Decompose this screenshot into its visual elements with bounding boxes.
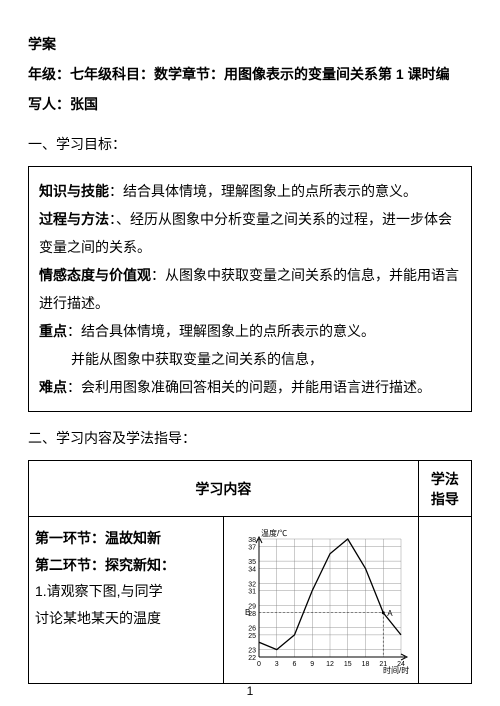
knowledge-text: ：结合具体情境，理解图象上的点所表示的意义。: [109, 183, 417, 199]
diff-label: 难点: [39, 379, 67, 395]
step1-label: 第一环节：温故知新: [35, 530, 161, 546]
doc-title: 学案: [28, 30, 472, 58]
objective-emotion: 情感态度与价值观：从图象中获取变量之间关系的信息，并能用语言进行描述。: [39, 261, 461, 317]
objective-knowledge: 知识与技能：结合具体情境，理解图象上的点所表示的意义。: [39, 177, 461, 205]
svg-text:22: 22: [248, 655, 256, 662]
key-text: ：结合具体情境，理解图象上的点所表示的意义。: [67, 323, 375, 339]
svg-text:34: 34: [248, 567, 256, 574]
svg-text:37: 37: [248, 544, 256, 551]
doc-meta: 年级：七年级科目：数学章节：用图像表示的变量间关系第 1 课时编: [28, 60, 472, 88]
svg-text:35: 35: [248, 559, 256, 566]
svg-text:6: 6: [292, 661, 296, 668]
svg-text:12: 12: [326, 661, 334, 668]
step2-label: 第二环节：探究新知：: [35, 557, 175, 573]
step2-text2: 讨论某地某天的温度: [35, 605, 217, 632]
th-content: 学习内容: [29, 461, 419, 517]
svg-text:38: 38: [248, 537, 256, 544]
table-header-row: 学习内容 学法指导: [29, 461, 472, 517]
step2-text1: 1.请观察下图,与同学: [35, 578, 217, 605]
temp-chart: 22232526282931323435373803691215182124AB…: [231, 525, 411, 675]
section1-title: 一、学习目标：: [28, 134, 472, 154]
key-text2: 并能从图象中获取变量之间关系的信息，: [39, 345, 461, 373]
svg-text:15: 15: [344, 661, 352, 668]
svg-text:温度/℃: 温度/℃: [261, 528, 287, 538]
row-text: 第一环节：温故知新 第二环节：探究新知： 1.请观察下图,与同学 讨论某地某天的…: [29, 517, 224, 684]
svg-text:时间/时: 时间/时: [383, 665, 409, 675]
svg-text:26: 26: [248, 626, 256, 633]
chart-svg: 22232526282931323435373803691215182124AB…: [231, 525, 411, 675]
svg-text:B: B: [245, 608, 250, 617]
table-row: 第一环节：温故知新 第二环节：探究新知： 1.请观察下图,与同学 讨论某地某天的…: [29, 517, 472, 684]
diff-text: ：会利用图象准确回答相关的问题，并能用语言进行描述。: [67, 379, 431, 395]
svg-text:A: A: [387, 609, 393, 618]
svg-text:32: 32: [248, 581, 256, 588]
svg-text:31: 31: [248, 589, 256, 596]
th-method: 学法指导: [418, 461, 471, 517]
svg-text:3: 3: [275, 661, 279, 668]
svg-text:25: 25: [248, 633, 256, 640]
page-number: 1: [247, 684, 254, 698]
objective-process: 过程与方法：、经历从图象中分析变量之间关系的过程，进一步体会变量之间的关系。: [39, 205, 461, 261]
objective-diff: 难点：会利用图象准确回答相关的问题，并能用语言进行描述。: [39, 373, 461, 401]
svg-text:9: 9: [310, 661, 314, 668]
section2-title: 二、学习内容及学法指导：: [28, 428, 472, 448]
svg-text:18: 18: [361, 661, 369, 668]
method-cell: [418, 517, 471, 684]
svg-text:23: 23: [248, 648, 256, 655]
svg-text:0: 0: [257, 661, 261, 668]
process-label: 过程与方法: [39, 211, 109, 227]
objective-key: 重点：结合具体情境，理解图象上的点所表示的意义。 并能从图象中获取变量之间关系的…: [39, 317, 461, 373]
key-label: 重点: [39, 323, 67, 339]
doc-author: 写人：张国: [28, 90, 472, 118]
emotion-label: 情感态度与价值观: [39, 267, 151, 283]
chart-cell: 22232526282931323435373803691215182124AB…: [223, 517, 418, 684]
content-table: 学习内容 学法指导 第一环节：温故知新 第二环节：探究新知： 1.请观察下图,与…: [28, 460, 472, 684]
objectives-box: 知识与技能：结合具体情境，理解图象上的点所表示的意义。 过程与方法：、经历从图象…: [28, 166, 472, 412]
knowledge-label: 知识与技能: [39, 183, 109, 199]
